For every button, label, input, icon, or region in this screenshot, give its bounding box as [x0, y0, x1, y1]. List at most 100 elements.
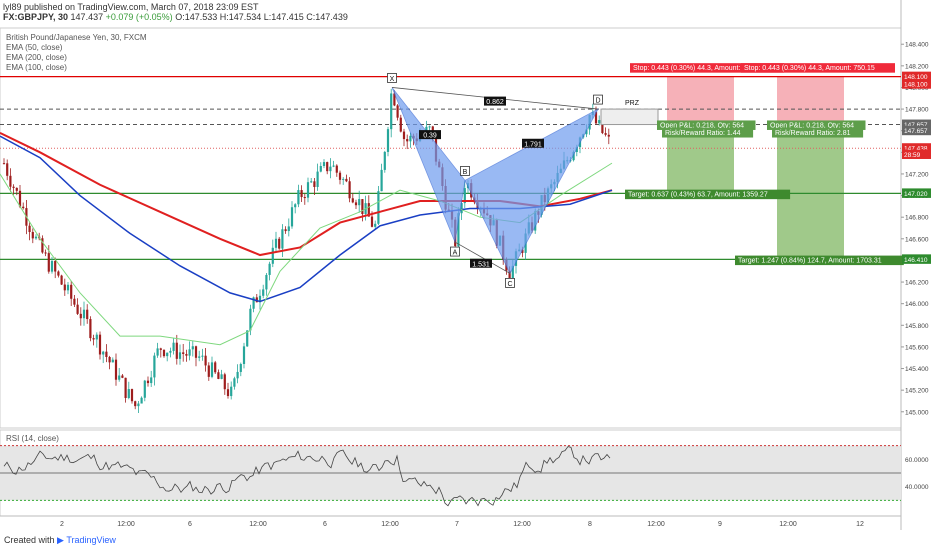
candle-body — [178, 352, 182, 359]
candle-body — [194, 346, 198, 358]
candle-body — [383, 151, 386, 170]
created-with: Created with — [4, 535, 55, 545]
candle-body — [393, 93, 396, 106]
candle-body — [207, 365, 210, 377]
candle-body — [258, 295, 262, 303]
candle-body — [166, 352, 169, 357]
y-tick-label: 146.000 — [905, 301, 929, 308]
rr-label-2-bg — [772, 128, 864, 138]
candle-body — [153, 355, 156, 378]
candle-body — [73, 298, 76, 305]
rsi-legend[interactable]: RSI (14, close) — [6, 434, 59, 443]
candle-body — [9, 175, 12, 187]
candle-body — [111, 359, 114, 363]
candle-body — [137, 403, 140, 407]
y-tick-label: 145.200 — [905, 388, 929, 395]
candle-body — [316, 171, 319, 187]
y-tick-label: 145.600 — [905, 344, 929, 351]
x-tick-label: 12:00 — [381, 521, 399, 528]
author-line: lyl89 published on TradingView.com, Marc… — [3, 2, 259, 12]
x-tick-label: 12:00 — [117, 521, 135, 528]
ratio-box — [419, 130, 441, 140]
x-tick-label: 12:00 — [513, 521, 531, 528]
candle-body — [607, 134, 610, 137]
open-pnl-2: Open P&L: 0.218, Qty: 564 — [770, 122, 854, 129]
candle-body — [268, 263, 271, 275]
x-tick-label: 9 — [718, 521, 722, 528]
tradingview-logo-icon: ▶ — [57, 535, 64, 545]
candle-body — [281, 229, 284, 249]
candle-body — [124, 377, 127, 399]
x-tick-label: 12:00 — [647, 521, 665, 528]
x-tick-label: 8 — [588, 521, 592, 528]
stop-label-1-bg — [630, 63, 784, 73]
candle-body — [201, 355, 204, 357]
price-label-bg — [902, 71, 931, 82]
pattern-point-label: C — [507, 281, 512, 288]
candle-body — [127, 389, 130, 399]
candle-body — [239, 364, 242, 372]
candle-body — [140, 397, 143, 404]
candle-body — [86, 309, 89, 320]
ema200-legend[interactable]: EMA (200, close) — [6, 53, 67, 62]
y-tick-label: 148.200 — [905, 63, 929, 70]
candle-body — [604, 133, 607, 135]
candle-body — [361, 199, 364, 215]
candle-body — [274, 238, 278, 248]
y-tick-label: 145.000 — [905, 409, 929, 416]
price-label-bg — [902, 79, 931, 89]
candle-body — [572, 152, 575, 161]
candle-body — [204, 355, 207, 366]
ema100-legend[interactable]: EMA (100, close) — [6, 63, 67, 72]
instrument-legend: British Pound/Japanese Yen, 30, FXCM — [6, 33, 147, 42]
candle-body — [143, 380, 146, 398]
prz-label: PRZ — [625, 100, 640, 107]
candle-body — [457, 213, 460, 247]
candle-body — [22, 206, 25, 209]
pattern-point-label: B — [463, 169, 468, 176]
y-tick-label: 147.200 — [905, 171, 929, 178]
pattern-point-box — [460, 166, 470, 176]
y-tick-label: 146.600 — [905, 236, 929, 243]
candle-body — [377, 191, 380, 224]
rr-label-2: Risk/Reward Ratio: 2.81 — [775, 130, 851, 137]
candle-body — [108, 356, 111, 363]
candle-body — [18, 190, 22, 207]
rsi-line — [3, 446, 611, 507]
brand[interactable]: TradingView — [66, 535, 116, 545]
x-tick-label: 7 — [455, 521, 459, 528]
candle-body — [233, 378, 236, 387]
price-label-bg — [902, 188, 931, 198]
candle-body — [585, 129, 588, 135]
candle-body — [105, 351, 108, 357]
ratio-box — [484, 96, 506, 106]
candle-body — [188, 349, 191, 356]
candle-body — [271, 247, 274, 264]
price-label: 148.100 — [904, 82, 928, 89]
candle-body — [406, 139, 409, 142]
candle-body — [601, 120, 604, 134]
candle-body — [223, 374, 226, 390]
price-label-bg — [902, 254, 931, 264]
ema50-legend[interactable]: EMA (50, close) — [6, 43, 63, 52]
candle-body — [409, 135, 412, 142]
price-label: 28:59 — [904, 152, 921, 159]
stop-label-2: Stop: 0.443 (0.30%) 44.3, Amount: 750.15 — [744, 65, 875, 72]
candle-body — [66, 284, 70, 291]
open-pnl-1-bg — [657, 120, 756, 130]
prz-box — [600, 108, 659, 126]
candle-body — [79, 313, 82, 319]
candle-body — [332, 165, 335, 167]
candle-body — [182, 352, 185, 354]
candle-body — [2, 163, 6, 165]
x-tick-label: 12 — [856, 521, 864, 528]
candle-body — [351, 198, 354, 203]
candle-body — [265, 274, 268, 290]
candle-body — [63, 284, 66, 291]
candle-body — [278, 238, 281, 249]
price-label-bg — [902, 125, 931, 136]
candle-body — [367, 203, 370, 217]
candle-body — [338, 172, 342, 180]
price-label: 146.410 — [904, 257, 928, 264]
